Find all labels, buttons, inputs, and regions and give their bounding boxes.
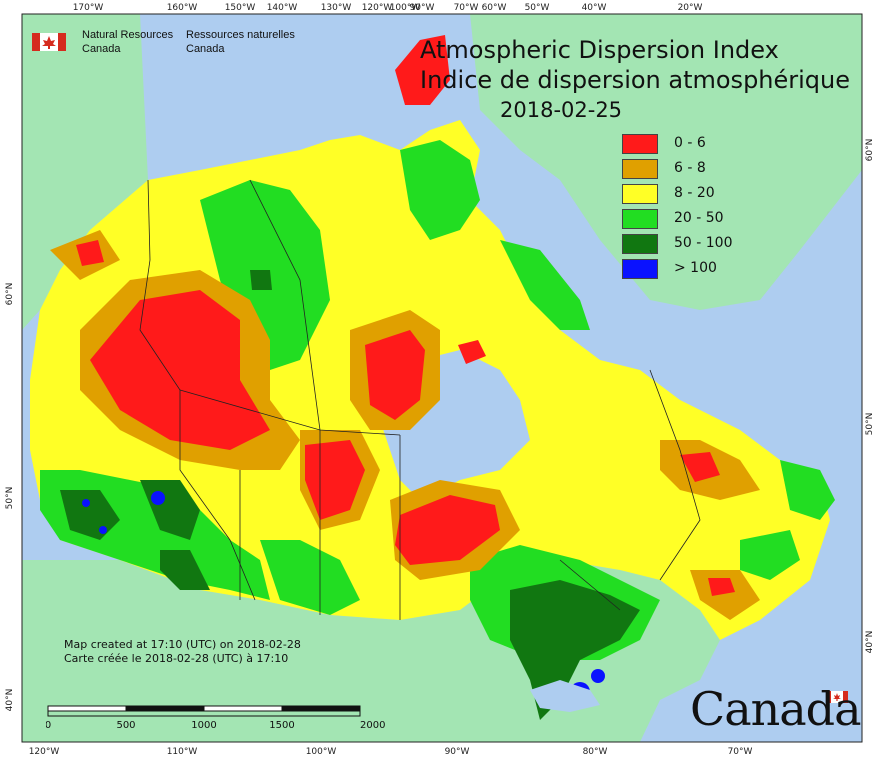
right-tick-label: 40°N — [865, 631, 875, 654]
legend-swatch — [622, 134, 658, 154]
scale-bar-graphic: 0 500 1000 1500 2000 km — [45, 705, 404, 731]
bottom-graticule: 120°W 110°W 100°W 90°W 80°W 70°W — [29, 747, 753, 757]
top-tick-label: 20°W — [678, 3, 703, 13]
bottom-tick-label: 70°W — [728, 747, 753, 757]
agency-en-line2: Canada — [82, 43, 121, 55]
agency-name-fr: Ressources naturelles Canada — [186, 28, 295, 56]
right-tick-label: 50°N — [865, 413, 875, 436]
greenland-land — [470, 14, 862, 310]
top-tick-label: 60°W — [482, 3, 507, 13]
scale-label: 500 — [116, 720, 135, 731]
red-maritimes — [708, 578, 735, 596]
legend-item: 0 - 6 — [622, 134, 742, 154]
darkgreen-arctic — [250, 270, 272, 290]
green-arctic-east — [400, 140, 480, 240]
red-quebec — [680, 452, 720, 482]
blue-spot-bc-south — [99, 526, 107, 534]
agency-en-line1: Natural Resources — [82, 29, 174, 41]
green-quebec-coast — [740, 530, 800, 580]
legend-label: 50 - 100 — [674, 235, 733, 251]
scale-bar: 0 500 1000 1500 2000 km — [45, 704, 404, 734]
right-graticule: 60°N 50°N 40°N — [865, 139, 875, 654]
bottom-tick-label: 80°W — [583, 747, 608, 757]
blue-spot-bc — [82, 499, 90, 507]
green-prairie — [260, 540, 360, 615]
legend-swatch — [622, 234, 658, 254]
legend-label: 6 - 8 — [674, 160, 706, 176]
top-tick-label: 160°W — [167, 3, 198, 13]
red-ellesmere — [395, 35, 450, 105]
top-tick-label: 150°W — [225, 3, 256, 13]
green-baffin — [500, 240, 590, 330]
top-tick-label: 70°W — [454, 3, 479, 13]
agency-signature: Natural Resources Canada Ressources natu… — [30, 28, 320, 60]
canada-flag-small — [32, 33, 66, 51]
provincial-borders — [139, 179, 701, 620]
legend-item: 8 - 20 — [622, 184, 742, 204]
top-tick-label: 90°W — [410, 3, 435, 13]
bottom-tick-label: 90°W — [445, 747, 470, 757]
legend-item: 50 - 100 — [622, 234, 742, 254]
legend-label: 20 - 50 — [674, 210, 724, 226]
agency-name-en: Natural Resources Canada — [82, 28, 173, 56]
legend-item: 20 - 50 — [622, 209, 742, 229]
legend-label: 0 - 6 — [674, 135, 706, 151]
credit-en: Map created at 17:10 (UTC) on 2018-02-28 — [64, 638, 301, 651]
darkgreen-ontario — [510, 580, 640, 720]
map-title-fr: Indice de dispersion atmosphérique — [420, 66, 851, 94]
darkgreen-alberta-south — [160, 550, 210, 590]
orange-maritimes — [690, 570, 760, 620]
red-northwest — [90, 290, 270, 450]
red-north-centre — [365, 330, 425, 420]
top-tick-label: 170°W — [73, 3, 104, 13]
legend-swatch — [622, 184, 658, 204]
top-tick-label: 120°W — [362, 3, 393, 13]
legend-label: 8 - 20 — [674, 185, 715, 201]
scale-label: 1000 — [191, 720, 216, 731]
agency-fr-line1: Ressources naturelles — [186, 29, 295, 41]
canada-wordmark: Canada — [690, 682, 862, 736]
right-tick-label: 60°N — [865, 139, 875, 162]
left-tick-label: 60°N — [5, 283, 15, 306]
bottom-tick-label: 120°W — [29, 747, 60, 757]
legend-swatch — [622, 209, 658, 229]
scale-label: 2000 km — [360, 720, 386, 731]
top-tick-label: 50°W — [525, 3, 550, 13]
red-alaska — [76, 240, 104, 266]
legend-swatch — [622, 159, 658, 179]
wordmark-flag — [826, 691, 848, 703]
scale-label: 1500 — [269, 720, 294, 731]
blue-spot-alberta — [151, 491, 165, 505]
blue-spot-ottawa — [591, 669, 605, 683]
top-tick-label: 40°W — [582, 3, 607, 13]
left-tick-label: 40°N — [5, 689, 15, 712]
top-tick-label: 100°W — [390, 3, 421, 13]
legend-item: > 100 — [622, 259, 742, 279]
red-hudson-islet — [458, 340, 486, 364]
green-atlantic — [780, 460, 835, 520]
bottom-tick-label: 110°W — [167, 747, 198, 757]
map-date: 2018-02-25 — [500, 98, 623, 122]
map-border — [21, 13, 863, 743]
agency-fr-line2: Canada — [186, 43, 225, 55]
left-graticule: 60°N 50°N 40°N — [5, 283, 15, 712]
legend-swatch — [622, 259, 658, 279]
credit-fr: Carte créée le 2018-02-28 (UTC) à 17:10 — [64, 652, 289, 665]
bottom-tick-label: 100°W — [306, 747, 337, 757]
top-tick-label: 130°W — [321, 3, 352, 13]
scale-label: 0 — [46, 720, 51, 731]
legend-item: 6 - 8 — [622, 159, 742, 179]
map-credit: Map created at 17:10 (UTC) on 2018-02-28… — [64, 638, 301, 666]
legend-label: > 100 — [674, 260, 717, 276]
map-title-en: Atmospheric Dispersion Index — [420, 36, 779, 64]
great-lakes — [530, 680, 600, 712]
top-tick-label: 140°W — [267, 3, 298, 13]
left-tick-label: 50°N — [5, 487, 15, 510]
red-ontario — [395, 495, 500, 565]
